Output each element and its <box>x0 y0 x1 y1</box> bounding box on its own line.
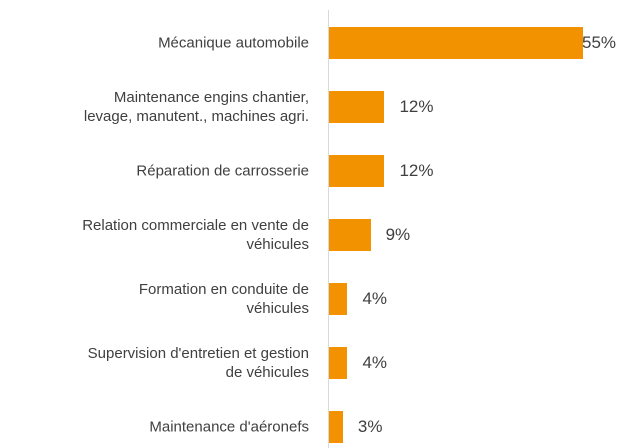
value-label: 55% <box>582 33 617 52</box>
value-label: 12% <box>399 97 434 116</box>
bar <box>329 91 385 123</box>
bar <box>329 27 584 59</box>
bar <box>329 411 343 443</box>
bar <box>329 283 348 315</box>
category-label: Maintenance engins chantier, levage, man… <box>83 89 309 125</box>
category-label: Relation commerciale en vente de véhicul… <box>82 217 309 253</box>
value-label: 3% <box>357 417 383 436</box>
value-label: 12% <box>399 161 434 180</box>
category-label: Réparation de carrosserie <box>136 162 309 180</box>
value-label: 9% <box>385 225 411 244</box>
bar <box>329 155 385 187</box>
category-label: Maintenance d'aéronefs <box>149 418 309 436</box>
bar <box>329 347 348 379</box>
axis-line <box>328 10 329 448</box>
value-label: 4% <box>362 353 388 372</box>
value-label: 4% <box>362 289 388 308</box>
category-label: Formation en conduite de véhicules <box>138 281 309 317</box>
category-label: Supervision d'entretien et gestion de vé… <box>87 345 309 381</box>
category-label: Mécanique automobile <box>158 34 309 52</box>
bar <box>329 219 371 251</box>
